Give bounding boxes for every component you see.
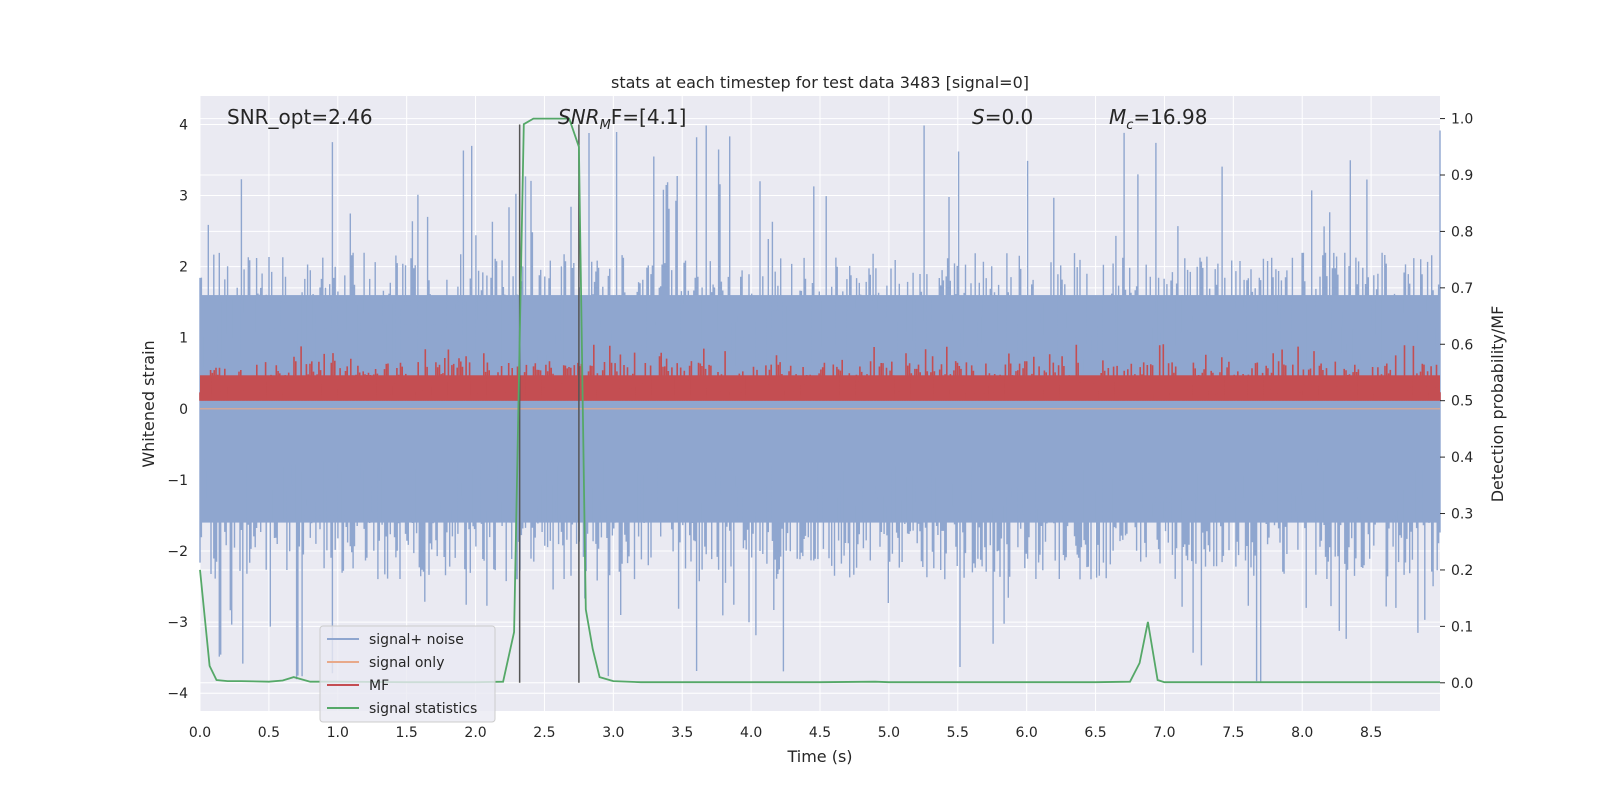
x-tick-label: 1.0 [327, 725, 349, 741]
y-axis-label: Whitened strain [139, 340, 158, 467]
chart-title: stats at each timestep for test data 348… [611, 73, 1029, 92]
x-tick-label: 1.5 [396, 725, 418, 741]
series-signal-statistics [199, 117, 1440, 684]
y-tick-label-right: 0.5 [1451, 394, 1473, 410]
annotation-s-base: S [972, 105, 985, 129]
x-tick-label: 0.0 [189, 725, 211, 741]
x-tick-label: 5.5 [947, 725, 969, 741]
x-tick-labels: 0.0 0.5 1.0 1.5 2.0 2.5 3.0 3.5 4.0 4.5 5.0 5.5 6.0 6… [189, 725, 1382, 741]
x-tick-label: 3.5 [671, 725, 693, 741]
annotation-mc-base: M [1109, 105, 1126, 129]
x-tick-label: 3.0 [602, 725, 624, 741]
x-tick-label: 0.5 [258, 725, 280, 741]
annotation-snr-mf-sub: M [600, 118, 611, 133]
x-tick-label: 2.5 [533, 725, 555, 741]
legend: signal+ noise signal only MF signal stat… [319, 625, 496, 723]
legend-label-mf: MF [369, 678, 389, 694]
y-tick-label: −3 [167, 615, 188, 631]
annotation-s: S=0.0 [972, 105, 1033, 129]
y-tick-label: −2 [167, 544, 188, 560]
y-tick-label-right: 1.0 [1451, 112, 1473, 128]
y-tick-labels-left: 4 3 2 1 0 −1 −2 −3 −4 [167, 117, 188, 702]
series-mf [199, 344, 1441, 401]
legend-box [319, 625, 496, 723]
y-tick-label: 2 [179, 260, 188, 276]
x-tick-label: 6.5 [1084, 725, 1106, 741]
y-tick-label-right: 0.9 [1451, 168, 1473, 184]
signal-statistics-line [199, 117, 1440, 684]
x-tick-label: 8.0 [1291, 725, 1313, 741]
mf-core-band [200, 375, 1440, 401]
x-tick-label: 4.0 [740, 725, 762, 741]
legend-label-signal-noise: signal+ noise [369, 632, 464, 648]
y-tick-label: 3 [179, 189, 188, 205]
legend-label-signal-statistics: signal statistics [369, 701, 477, 717]
y-tick-label: 4 [179, 117, 188, 133]
x-tick-label: 7.5 [1222, 725, 1244, 741]
y-tick-label-right: 0.6 [1451, 337, 1473, 353]
y-tick-label: −1 [167, 473, 188, 489]
x-tick-label: 5.0 [878, 725, 900, 741]
y-tick-label-right: 0.2 [1451, 563, 1473, 579]
annotation-mc-rest: =16.98 [1133, 105, 1207, 129]
y-tick-label-right: 0.1 [1451, 619, 1473, 635]
y-tick-label: 0 [179, 402, 188, 418]
annotation-mc-sub: c [1126, 118, 1133, 133]
mf-trace [199, 344, 1441, 401]
y-tick-label-right: 0.8 [1451, 224, 1473, 240]
vertical-markers [518, 124, 580, 683]
annotation-snr-mf-base: SNR [558, 105, 600, 129]
annotation-s-rest: =0.0 [985, 105, 1034, 129]
y-axis-label-right: Detection probability/MF [1488, 306, 1507, 503]
y-tick-label-right: 0.0 [1451, 676, 1473, 692]
y-tick-label: 1 [179, 331, 188, 347]
annotation-mc: Mc=16.98 [1109, 105, 1207, 133]
x-axis-label: Time (s) [786, 747, 852, 766]
x-tick-label: 4.5 [809, 725, 831, 741]
y-tick-label: −4 [167, 686, 188, 702]
legend-label-signal-only: signal only [369, 655, 444, 671]
x-tick-label: 6.0 [1016, 725, 1038, 741]
annotation-snr-mf-rest: F=[4.1] [611, 105, 687, 129]
annotation-snr-opt: SNR_opt=2.46 [227, 105, 373, 129]
x-tick-label: 2.0 [464, 725, 486, 741]
annotation-snr-mf: SNRMF=[4.1] [558, 105, 686, 133]
y-tick-labels-right: 1.0 0.9 0.8 0.7 0.6 0.5 0.4 0.3 0.2 0.1 0.0 [1440, 112, 1473, 692]
x-tick-label: 7.0 [1153, 725, 1175, 741]
y-tick-label-right: 0.4 [1451, 450, 1473, 466]
y-tick-label-right: 0.3 [1451, 507, 1473, 523]
y-tick-label-right: 0.7 [1451, 281, 1473, 297]
x-tick-label: 8.5 [1360, 725, 1382, 741]
